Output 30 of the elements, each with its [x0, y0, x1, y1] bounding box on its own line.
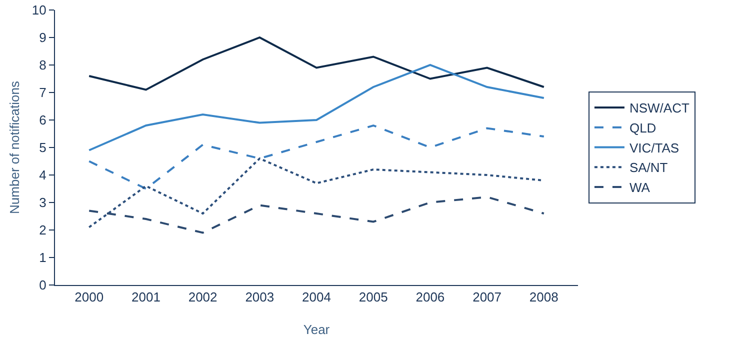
- y-tick-label: 8: [39, 58, 46, 73]
- x-tick-label: 2003: [245, 290, 274, 305]
- x-axis-title: Year: [303, 322, 330, 337]
- x-tick-label: 2000: [74, 290, 104, 305]
- x-tick-label: 2002: [188, 290, 218, 305]
- y-tick-label: 9: [39, 30, 46, 46]
- y-tick-label: 5: [39, 140, 46, 156]
- line-series: [88, 124, 545, 190]
- x-tick-label: 2001: [132, 290, 160, 305]
- y-tick-label: 4: [39, 168, 46, 183]
- y-tick-label: 1: [39, 250, 46, 266]
- legend-label: QLD: [629, 120, 656, 136]
- legend-label: WA: [629, 180, 650, 196]
- line-series: [88, 36, 545, 91]
- x-tick-label: 2007: [472, 290, 502, 305]
- y-tick-label: 6: [39, 112, 46, 128]
- y-tick-label: 0: [39, 278, 46, 293]
- x-tick-label: 2006: [416, 290, 445, 305]
- y-tick-label: 3: [39, 195, 46, 210]
- y-tick-label: 2: [39, 222, 46, 238]
- legend-label: NSW/ACT: [629, 100, 690, 116]
- y-axis-title: Number of notifications: [7, 80, 22, 214]
- legend-label: VIC/TAS: [629, 140, 680, 156]
- y-tick-label: 10: [32, 2, 46, 18]
- x-tick-label: 2004: [302, 290, 331, 305]
- x-tick-label: 2005: [358, 290, 388, 305]
- x-tick-label: 2008: [529, 290, 558, 305]
- legend-label: SA/NT: [629, 160, 668, 176]
- line-series: [88, 64, 545, 152]
- y-tick-label: 7: [39, 85, 46, 100]
